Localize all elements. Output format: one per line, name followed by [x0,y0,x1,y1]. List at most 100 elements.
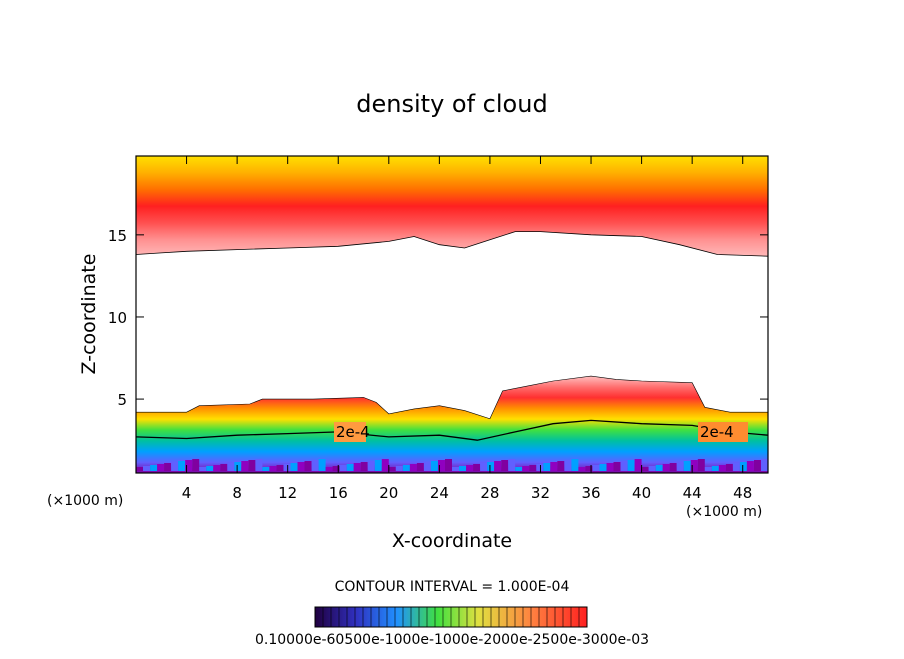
colorbar-labels: 0.10000e-60500e-1000e-1000e-2000e-2500e-… [255,632,649,648]
cloud-fringe-cell [276,465,284,471]
x-axis-label: X-coordinate [392,530,512,552]
cloud-fringe-cell [164,463,172,471]
cloud-fringe-cell [501,460,509,471]
cloud-fringe-cell [634,459,642,471]
cloud-fringe-cell [311,460,319,471]
contour-line-2e-4 [136,419,768,441]
cloud-fringe-cell [648,466,656,471]
x-tick-label: 4 [182,484,192,502]
cloud-fringe-cell [557,461,565,471]
cloud-fringe-cell [466,465,474,471]
cloud-fringe-cell [536,464,544,471]
cloud-fringe-cell [185,460,193,471]
y-axis-unit-right: (×1000 m) [686,504,762,520]
cloud-fringe-cell [227,463,235,471]
y-tick-label: 5 [117,391,127,409]
cloud-fringe-cell [585,466,593,471]
x-tick-label: 12 [278,484,297,502]
lower-cloud-top-contour [136,375,768,420]
cloud-fringe-cell [754,460,761,471]
colorbar-ticks [322,607,580,627]
cloud-fringe-cell [655,465,663,471]
cloud-fringe-cell [430,461,438,471]
contour-label-bg-right [698,422,748,442]
cloud-fringe-cell [150,465,158,471]
cloud-fringe-cell [725,464,733,471]
cloud-fringe-cell [248,460,256,471]
y-axis-label: Z-coordinate [78,254,100,375]
cloud-fringe-cell [136,467,143,471]
cloud-fringe-cell [199,467,207,471]
cloud-fringe-cell [290,463,298,471]
cloud-fringe-cell [206,466,214,471]
cloud-fringe-cell [143,466,150,471]
contour-interval-note: CONTOUR INTERVAL = 1.000E-04 [335,579,570,595]
cloud-fringe-cell [746,461,754,471]
cloud-fringe-cell [360,462,368,471]
cloud-fringe-cell [402,465,410,471]
x-tick-label: 48 [733,484,752,502]
cloud-fringe-cell [704,467,712,471]
cloud-fringe-cell [346,464,354,471]
cloud-fringe-cell [157,464,165,471]
cloud-fringe-cell [732,463,740,471]
x-tick-label: 36 [581,484,600,502]
x-tick-label: 44 [683,484,702,502]
x-tick-label: 28 [480,484,499,502]
cloud-fringe-cell [241,461,249,471]
cloud-fringe-cell [627,460,635,471]
cloud-fringe-cell [234,462,242,471]
cloud-fringe-cell [606,463,614,471]
cloud-fringe-cell [339,465,347,471]
x-tick-label: 32 [531,484,550,502]
cloud-fringe-cell [459,466,466,471]
cloud-fringe-cell [269,466,277,471]
cloud-fringe-cell [452,467,459,471]
cloud-fringe-cell [192,459,200,471]
cloud-fringe-cell [711,466,719,471]
cloud-fringe-cell [739,462,747,471]
cloud-fringe-cell [564,460,572,471]
cloud-fringe-cell [304,461,312,471]
cloud-fringe-cell [690,460,698,471]
cloud-fringe-cell [718,465,726,471]
x-tick-label: 20 [379,484,398,502]
cloud-fringe-cell [297,462,305,471]
cloud-fringe-cell [178,461,186,471]
cloud-fringe-cell [409,464,417,471]
cloud-fringe-cell [220,464,228,471]
cloud-fringe-cell [613,462,621,471]
cloud-fringe-cell [213,465,221,471]
x-tick-label: 16 [329,484,348,502]
cloud-fringe-cell [662,464,670,471]
cloud-fringe-cell [641,467,649,471]
cloud-fringe-cell [697,459,705,471]
cloud-fringe-cell [445,459,452,471]
contour-label-right: 2e-4 [700,423,734,441]
cloud-fringe-cell [416,463,424,471]
upper-cloud-layer [136,156,768,257]
cloud-fringe-cell [515,467,523,471]
cloud-fringe-cell [480,463,488,471]
cloud-fringe-cell [367,461,375,471]
cloud-fringe-cell [262,467,270,471]
y-tick-label: 10 [108,309,127,327]
cloud-fringe-cell [473,464,481,471]
lower-cloud-layer [136,376,768,473]
y-axis-ticks: 5 10 15 [108,227,768,409]
cloud-fringe-cell [550,462,558,471]
cloud-fringe-cell [543,463,551,471]
chart-title: density of cloud [356,90,547,118]
cloud-fringe-cell [388,467,396,471]
cloud-fringe-cell [325,467,333,471]
cloud-fringe-cell [522,466,530,471]
cloud-fringe-cell [438,460,445,471]
lower-cloud-fringe [136,459,768,471]
plot-frame [135,155,769,474]
x-axis-unit-left: (×1000 m) [47,493,123,509]
cloud-fringe-cell [529,465,537,471]
x-tick-label: 40 [632,484,651,502]
cloud-fringe-cell [592,465,600,471]
